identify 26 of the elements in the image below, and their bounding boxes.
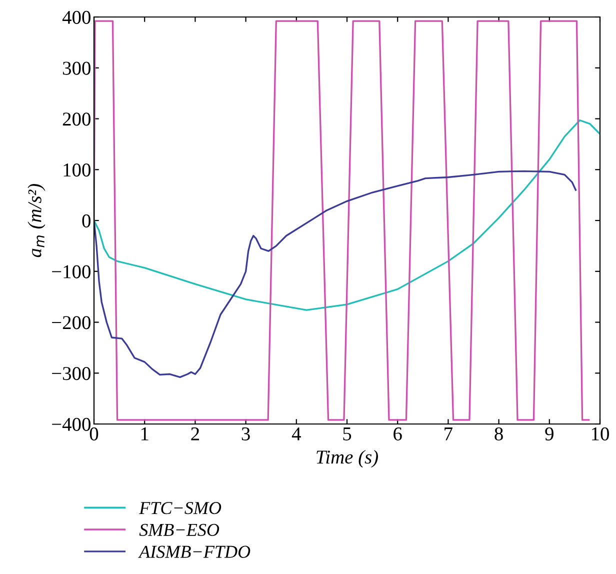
x-tick-label: 10 — [592, 427, 609, 440]
y-axis-title: a$_{m}$ (m/s²) — [28, 184, 46, 258]
y-tick-label: −200 — [52, 316, 90, 330]
y-tick-label: 400 — [62, 10, 90, 24]
y-tick-label: 100 — [64, 163, 90, 177]
y-tick-label: −300 — [52, 366, 90, 380]
line-series — [94, 170, 577, 378]
y-tick-label: 0 — [82, 214, 90, 228]
x-tick-label: 5 — [343, 428, 352, 440]
y-tick-label: 200 — [62, 112, 90, 126]
y-tick-label: 300 — [62, 62, 90, 75]
x-tick-label: 6 — [394, 427, 402, 440]
x-axis-title: Time (s) — [316, 450, 378, 468]
legend-label: AISMB−FTDO — [138, 546, 250, 558]
y-tick-label: −400 — [52, 418, 90, 431]
x-tick-label: 7 — [444, 428, 452, 440]
x-tick-label: 3 — [242, 427, 250, 440]
x-tick-label: 4 — [292, 427, 301, 440]
x-tick-label: 8 — [494, 427, 503, 440]
line-series — [94, 119, 600, 311]
legend-label: FTC−SMO — [139, 502, 222, 514]
x-tick-label: 9 — [545, 427, 554, 440]
legend-label: SMB−ESO — [139, 524, 220, 536]
x-tick-label: 1 — [141, 427, 148, 440]
y-tick-label: −100 — [52, 265, 90, 278]
x-tick-label: 2 — [191, 427, 199, 440]
